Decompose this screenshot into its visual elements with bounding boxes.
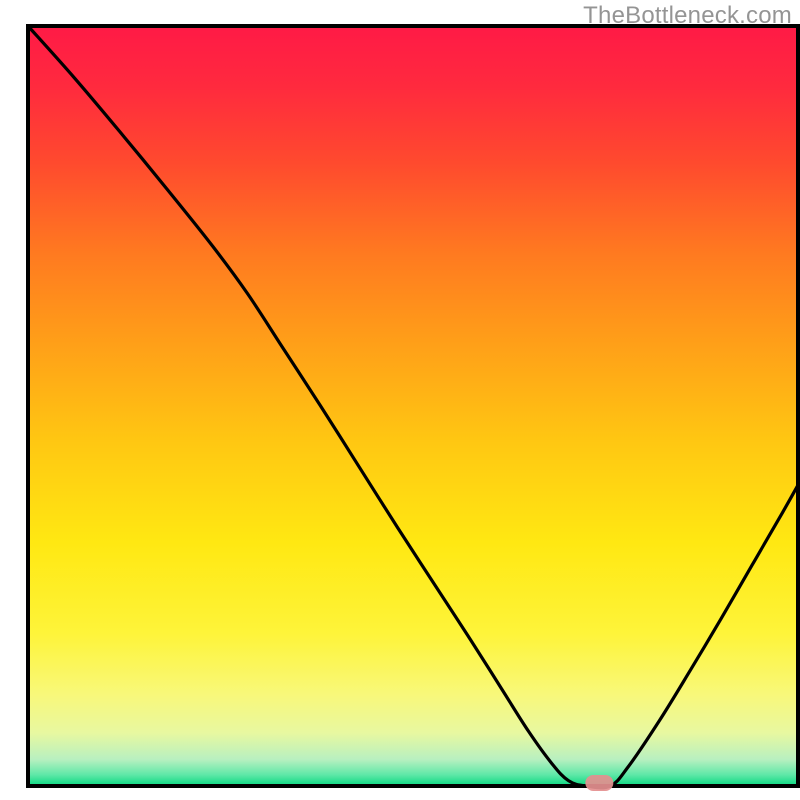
watermark-text: TheBottleneck.com bbox=[583, 2, 792, 30]
gradient-background bbox=[28, 26, 798, 786]
optimal-marker bbox=[585, 775, 613, 791]
bottleneck-chart bbox=[0, 0, 800, 800]
